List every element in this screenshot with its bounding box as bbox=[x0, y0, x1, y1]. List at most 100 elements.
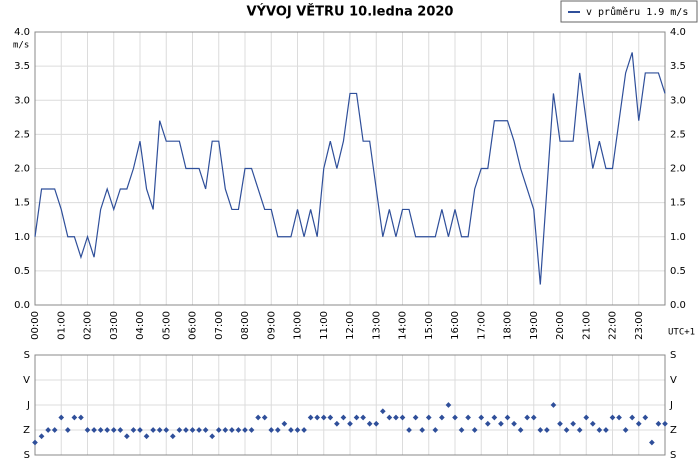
x-axis-label: UTC+1 bbox=[668, 328, 695, 338]
wind-direction-point bbox=[596, 427, 603, 433]
wind-direction-point bbox=[412, 414, 419, 421]
y-tick-label-right: J bbox=[669, 400, 673, 411]
y-tick-label: 0.0 bbox=[14, 300, 30, 311]
wind-direction-point bbox=[583, 414, 590, 421]
wind-direction-point bbox=[137, 427, 143, 433]
wind-direction-point bbox=[124, 433, 130, 440]
y-tick-label: 2.5 bbox=[14, 129, 30, 140]
wind-direction-point bbox=[484, 420, 491, 427]
wind-direction-point bbox=[662, 420, 668, 427]
wind-direction-point bbox=[393, 414, 399, 421]
wind-direction-point bbox=[334, 420, 340, 427]
y-tick-label-right: 2.0 bbox=[670, 164, 686, 175]
wind-direction-point bbox=[557, 420, 563, 427]
y-tick-label: 3.5 bbox=[14, 61, 30, 72]
y-tick-label-right: S bbox=[670, 450, 676, 460]
wind-speed-line bbox=[34, 52, 666, 285]
y-tick-label: Z bbox=[23, 425, 30, 436]
wind-direction-point bbox=[399, 414, 406, 421]
wind-direction-point bbox=[255, 414, 261, 421]
y-tick-label: S bbox=[24, 350, 30, 361]
wind-direction-point bbox=[209, 433, 216, 440]
chart-title: VÝVOJ VĚTRU 10.ledna 2020 bbox=[247, 4, 454, 20]
wind-direction-point bbox=[465, 414, 471, 421]
wind-direction-point bbox=[635, 420, 642, 427]
y-tick-label-right: 0.0 bbox=[670, 300, 686, 311]
wind-direction-point bbox=[439, 414, 445, 421]
wind-direction-point bbox=[64, 427, 71, 433]
wind-direction-point bbox=[530, 414, 537, 421]
wind-direction-point bbox=[642, 414, 649, 421]
wind-direction-point bbox=[340, 414, 347, 421]
wind-direction-point bbox=[288, 427, 294, 433]
x-tick-label: 19:00 bbox=[529, 311, 540, 340]
y-tick-label: 1.0 bbox=[14, 232, 30, 243]
wind-direction-point bbox=[622, 427, 629, 433]
x-tick-label: 22:00 bbox=[608, 311, 619, 340]
wind-direction-point bbox=[110, 427, 117, 433]
y-tick-label-right: 1.5 bbox=[670, 198, 686, 209]
wind-direction-point bbox=[524, 414, 531, 421]
wind-direction-point bbox=[235, 427, 242, 433]
x-tick-label: 04:00 bbox=[135, 311, 146, 340]
wind-direction-point bbox=[498, 420, 504, 427]
wind-direction-point bbox=[189, 427, 196, 433]
x-tick-label: 07:00 bbox=[214, 311, 225, 340]
wind-direction-point bbox=[183, 427, 189, 433]
x-tick-label: 18:00 bbox=[503, 311, 514, 340]
wind-direction-point bbox=[491, 414, 498, 421]
wind-direction-point bbox=[314, 414, 321, 421]
wind-direction-point bbox=[117, 427, 124, 433]
wind-direction-point bbox=[629, 414, 636, 421]
wind-direction-point bbox=[169, 433, 176, 440]
wind-direction-point bbox=[347, 420, 353, 427]
wind-direction-point bbox=[97, 427, 104, 433]
legend-label: v průměru 1.9 m/s bbox=[586, 6, 688, 18]
y-axis-label: m/s bbox=[13, 41, 29, 51]
wind-direction-point bbox=[471, 427, 478, 433]
x-tick-label: 01:00 bbox=[56, 311, 67, 340]
x-tick-label: 13:00 bbox=[371, 311, 382, 340]
wind-direction-point bbox=[603, 427, 609, 433]
x-tick-label: 05:00 bbox=[161, 311, 172, 340]
y-tick-label: 4.0 bbox=[14, 27, 30, 38]
wind-direction-point bbox=[242, 427, 248, 433]
y-tick-label: J bbox=[26, 400, 30, 411]
y-tick-label-right: 2.5 bbox=[670, 129, 686, 140]
wind-direction-point bbox=[91, 427, 97, 433]
y-tick-label: V bbox=[23, 375, 30, 386]
wind-direction-point bbox=[445, 402, 452, 408]
wind-direction-point bbox=[576, 427, 583, 433]
legend-box bbox=[560, 0, 698, 23]
x-tick-label: 15:00 bbox=[424, 311, 435, 340]
wind-direction-point bbox=[104, 427, 111, 433]
wind-direction-point bbox=[478, 414, 485, 421]
wind-direction-point bbox=[215, 427, 222, 433]
y-tick-label-right: S bbox=[670, 350, 676, 361]
wind-direction-point bbox=[222, 427, 229, 433]
wind-direction-point bbox=[609, 414, 616, 421]
wind-direction-point bbox=[589, 420, 596, 427]
wind-direction-point bbox=[563, 427, 570, 433]
wind-direction-point bbox=[281, 420, 288, 427]
x-tick-label: 03:00 bbox=[109, 311, 120, 340]
y-tick-label-right: 4.0 bbox=[670, 27, 686, 38]
plot-frame bbox=[34, 354, 666, 456]
wind-direction-point bbox=[130, 427, 137, 433]
y-tick-label: 0.5 bbox=[14, 266, 30, 277]
wind-direction-point bbox=[229, 427, 235, 433]
wind-direction-point bbox=[544, 427, 550, 433]
wind-direction-point bbox=[196, 427, 202, 433]
y-tick-label-right: 1.0 bbox=[670, 232, 686, 243]
wind-direction-point bbox=[301, 427, 307, 433]
x-tick-label: 23:00 bbox=[634, 311, 645, 340]
y-tick-label: 1.5 bbox=[14, 198, 30, 209]
wind-direction-point bbox=[78, 414, 84, 421]
y-tick-label: 3.0 bbox=[14, 95, 30, 106]
y-tick-label-right: V bbox=[670, 375, 677, 386]
wind-direction-point bbox=[570, 420, 576, 427]
x-tick-label: 14:00 bbox=[398, 311, 409, 340]
wind-direction-point bbox=[150, 427, 156, 433]
y-tick-label-right: 3.0 bbox=[670, 95, 686, 106]
wind-direction-point bbox=[163, 427, 170, 433]
